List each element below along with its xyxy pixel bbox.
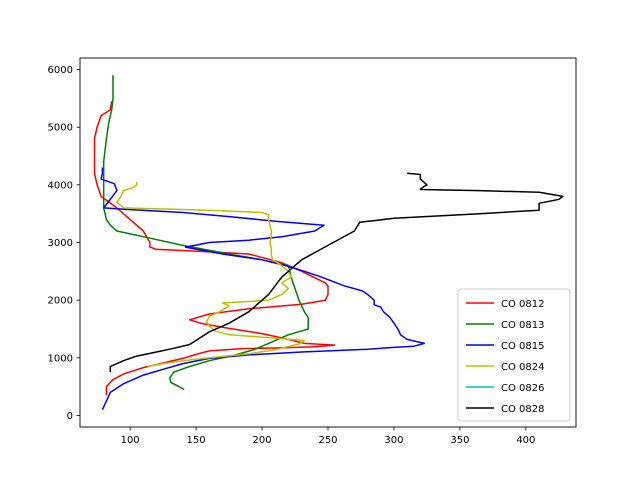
legend-label: CO 0813 (501, 320, 544, 331)
legend-label: CO 0815 (501, 341, 544, 352)
y-tick-label: 5000 (48, 123, 73, 134)
y-tick-label: 6000 (48, 65, 73, 76)
series-line-0 (93, 101, 336, 396)
series-layer (93, 75, 564, 411)
x-tick-label: 300 (384, 435, 403, 446)
legend-label: CO 0828 (501, 404, 544, 415)
x-tick-label: 100 (121, 435, 140, 446)
y-tick-label: 1000 (48, 353, 73, 364)
y-tick-label: 0 (67, 411, 73, 422)
series-line-1 (102, 75, 309, 391)
legend-box (457, 288, 571, 422)
legend: CO 0812 CO 0813 CO 0815 CO 0824 CO 0826 CO 08… (457, 288, 571, 422)
y-tick-label: 2000 (48, 296, 73, 307)
x-tick-label: 250 (318, 435, 337, 446)
y-tick-label: 3000 (48, 238, 73, 249)
y-axis: 0 1000 2000 3000 4000 5000 6000 (48, 65, 80, 422)
series-line-2 (100, 167, 426, 411)
legend-label: CO 0826 (501, 383, 544, 394)
series-line-3 (116, 182, 306, 368)
series-line-5 (109, 172, 564, 373)
y-tick-label: 4000 (48, 180, 73, 191)
x-tick-label: 350 (450, 435, 469, 446)
plot-frame (79, 57, 577, 428)
legend-label: CO 0812 (501, 299, 544, 310)
x-tick-label: 400 (516, 435, 535, 446)
legend-label: CO 0824 (501, 362, 544, 373)
x-axis: 100 150 200 250 300 350 400 (121, 427, 535, 446)
x-tick-label: 150 (187, 435, 206, 446)
x-tick-label: 200 (252, 435, 271, 446)
